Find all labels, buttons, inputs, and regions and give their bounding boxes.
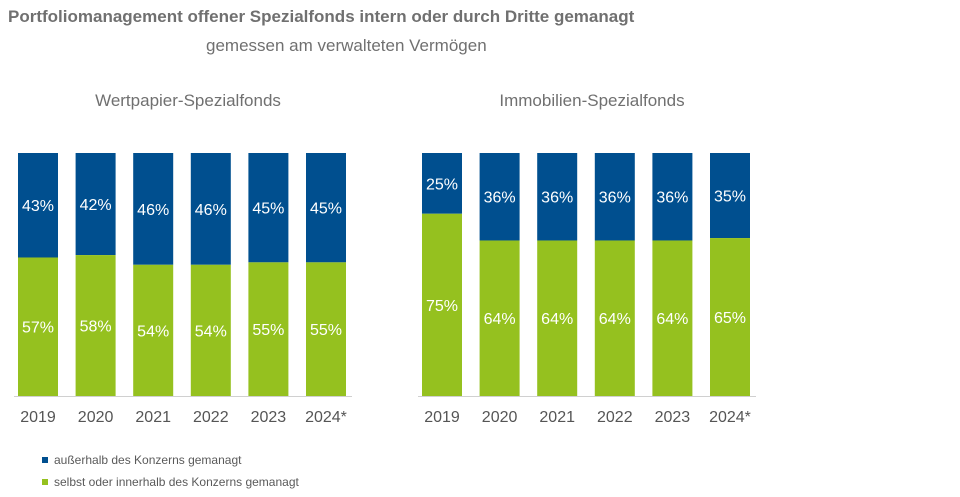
bar-extern [75, 153, 116, 256]
bar-extern [133, 153, 174, 265]
x-tick-label: 2021 [539, 409, 575, 426]
data-label-intern: 55% [310, 322, 342, 339]
x-tick-label: 2020 [482, 409, 518, 426]
bar-extern [18, 153, 58, 258]
x-tick-label: 2022 [193, 409, 229, 426]
bar-intern [710, 238, 750, 396]
data-label-extern: 36% [656, 190, 688, 207]
bar-intern [75, 255, 116, 396]
legend-item-intern: selbst oder innerhalb des Konzerns geman… [42, 474, 299, 489]
data-label-intern: 64% [484, 311, 516, 328]
bar-extern [422, 153, 462, 214]
x-tick-label: 2024* [709, 409, 751, 426]
data-label-extern: 46% [195, 202, 227, 219]
data-label-intern: 57% [22, 320, 54, 337]
legend-label-extern: außerhalb des Konzerns gemanagt [54, 452, 242, 467]
data-label-extern: 45% [252, 201, 284, 218]
bar-extern [710, 153, 750, 239]
data-label-extern: 46% [137, 202, 169, 219]
data-label-extern: 42% [80, 197, 112, 214]
bar-extern [594, 153, 635, 241]
data-label-extern: 36% [599, 190, 631, 207]
data-label-extern: 36% [484, 190, 516, 207]
bar-intern [18, 257, 58, 396]
data-label-intern: 58% [80, 319, 112, 336]
bar-extern [537, 153, 578, 241]
data-label-extern: 25% [426, 176, 458, 193]
bar-intern [652, 240, 693, 396]
data-label-intern: 64% [599, 311, 631, 328]
x-tick-label: 2022 [597, 409, 633, 426]
data-label-extern: 43% [22, 198, 54, 215]
data-label-intern: 65% [714, 310, 746, 327]
data-label-intern: 64% [656, 311, 688, 328]
data-label-extern: 36% [541, 190, 573, 207]
bar-intern [479, 240, 520, 396]
legend-item-extern: außerhalb des Konzerns gemanagt [42, 452, 241, 467]
bar-extern [652, 153, 693, 241]
x-tick-label: 2023 [251, 409, 287, 426]
x-tick-label: 2023 [655, 409, 691, 426]
x-tick-label: 2019 [20, 409, 56, 426]
chart-title: Portfoliomanagement offener Spezialfonds… [8, 7, 635, 26]
bar-extern [479, 153, 520, 241]
data-label-extern: 35% [714, 189, 746, 206]
data-label-intern: 54% [137, 323, 169, 340]
bar-intern [190, 264, 231, 396]
bar-extern [190, 153, 231, 265]
x-tick-label: 2019 [424, 409, 460, 426]
panel-title-immobilien: Immobilien-Spezialfonds [499, 91, 684, 110]
x-tick-label: 2024* [305, 409, 347, 426]
bar-extern [306, 153, 346, 263]
data-label-intern: 64% [541, 311, 573, 328]
legend-swatch-extern [42, 456, 48, 463]
bar-intern [248, 262, 289, 396]
bar-intern [133, 264, 174, 396]
data-label-extern: 45% [310, 201, 342, 218]
data-label-intern: 54% [195, 323, 227, 340]
bar-intern [306, 262, 346, 396]
data-label-intern: 75% [426, 298, 458, 315]
x-tick-label: 2020 [78, 409, 114, 426]
bar-extern [248, 153, 289, 263]
bar-intern [537, 240, 578, 396]
panel-title-wertpapier: Wertpapier-Spezialfonds [95, 91, 281, 110]
bar-intern [422, 213, 462, 396]
legend-label-intern: selbst oder innerhalb des Konzerns geman… [54, 474, 299, 489]
legend-swatch-intern [42, 478, 48, 485]
x-tick-label: 2021 [135, 409, 171, 426]
chart-subtitle: gemessen am verwalteten Vermögen [206, 36, 487, 55]
bar-intern [594, 240, 635, 396]
data-label-intern: 55% [252, 322, 284, 339]
